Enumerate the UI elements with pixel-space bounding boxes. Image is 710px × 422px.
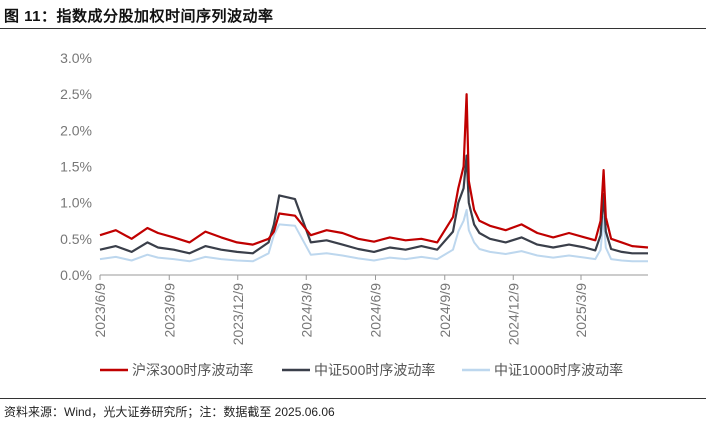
x-tick-label: 2023/9/9 bbox=[161, 283, 177, 338]
series-line-2 bbox=[99, 154, 648, 255]
y-tick-label: 1.0% bbox=[60, 195, 92, 211]
x-tick-label: 2024/6/9 bbox=[368, 283, 384, 338]
title-rule bbox=[0, 28, 706, 29]
x-tick-label: 2024/3/9 bbox=[298, 283, 314, 338]
x-tick-label: 2025/3/9 bbox=[573, 283, 589, 338]
legend-label-2: 中证500时序波动率 bbox=[314, 362, 435, 378]
series-line-1 bbox=[99, 93, 649, 249]
series-layer bbox=[99, 93, 649, 263]
y-tick-label: 2.5% bbox=[60, 86, 92, 102]
y-axis: 0.0% 0.5% 1.0% 1.5% 2.0% 2.5% 3.0% bbox=[60, 50, 92, 283]
legend: 沪深300时序波动率 中证500时序波动率 中证1000时序波动率 bbox=[100, 362, 623, 378]
series-line-3 bbox=[99, 208, 648, 263]
x-axis: 2023/6/9 2023/9/9 2023/12/9 2024/3/9 2024/6/… bbox=[92, 274, 648, 345]
y-tick-label: 2.0% bbox=[60, 122, 92, 138]
legend-label-3: 中证1000时序波动率 bbox=[494, 362, 623, 378]
x-tick-label: 2023/12/9 bbox=[230, 283, 246, 345]
y-tick-label: 0.0% bbox=[60, 267, 92, 283]
figure-title: 图 11：指数成分股加权时间序列波动率 bbox=[4, 8, 274, 25]
x-tick-label: 2024/9/9 bbox=[437, 283, 453, 338]
y-tick-label: 3.0% bbox=[60, 50, 92, 66]
x-tick-label: 2023/6/9 bbox=[92, 283, 108, 338]
source-rule bbox=[0, 398, 706, 399]
volatility-line-chart: 0.0%0.5%1.0%1.5%2.0%2.5%3.0% 2023/6/9 202… bbox=[60, 50, 649, 378]
source-note: 资料来源：Wind，光大证券研究所；注：数据截至 2025.06.06 bbox=[4, 405, 335, 419]
x-tick-label: 2024/12/9 bbox=[505, 283, 521, 345]
y-tick-label: 0.5% bbox=[60, 231, 92, 247]
legend-label-1: 沪深300时序波动率 bbox=[132, 362, 253, 378]
y-tick-label: 1.5% bbox=[60, 159, 92, 175]
